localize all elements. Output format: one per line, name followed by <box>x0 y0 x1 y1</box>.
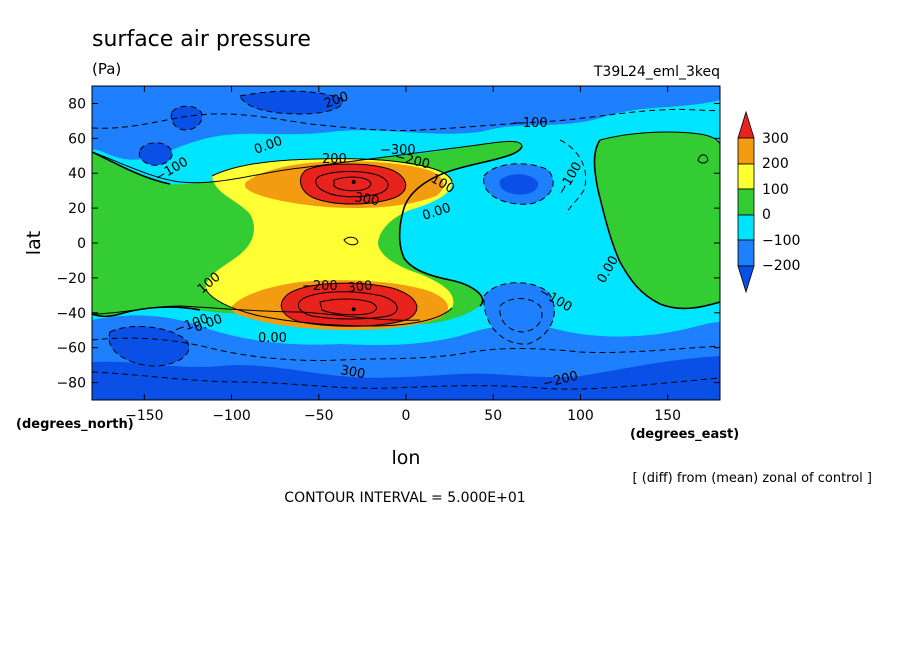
colorbar-label: 100 <box>762 182 789 198</box>
x-axis-label: lon <box>392 447 421 469</box>
north-polar-cell <box>171 106 203 131</box>
x-tick-label: 0 <box>402 408 411 424</box>
x-tick-label: −100 <box>212 408 250 424</box>
x-tick-label: −50 <box>304 408 334 424</box>
contour-label: 300 <box>339 363 366 382</box>
y-tick-label: 80 <box>68 96 86 112</box>
asia-low-inner <box>499 174 539 195</box>
colorbar-swatch <box>737 137 755 165</box>
y-tick-label: 40 <box>68 166 86 182</box>
y-tick-label: −80 <box>56 376 86 392</box>
y-tick-label: 60 <box>68 131 86 147</box>
colorbar-swatch <box>737 214 755 241</box>
y-tick-label: 20 <box>68 201 86 217</box>
x-axis: −150 −100 −50 0 50 100 150 <box>125 86 681 424</box>
colorbar-label: 200 <box>762 156 789 172</box>
x-units: (degrees_east) <box>630 427 739 442</box>
colorbar: 300 200 100 0 −100 −200 <box>737 110 800 294</box>
contour-label: −300 <box>380 143 416 158</box>
contour-field <box>92 86 720 400</box>
colorbar-label: −200 <box>762 258 800 274</box>
chart-title: surface air pressure <box>92 27 311 52</box>
maximum-marker <box>351 179 356 184</box>
contour-label: 300 <box>347 278 373 296</box>
x-tick-label: 50 <box>484 408 502 424</box>
south-pacific-low <box>109 326 189 366</box>
asia-pacific-green <box>594 132 720 309</box>
colorbar-top-arrow <box>737 110 755 139</box>
y-tick-label: −40 <box>56 306 86 322</box>
y-tick-label: −20 <box>56 271 86 287</box>
colorbar-label: 300 <box>762 131 789 147</box>
south-indian-low <box>483 282 555 345</box>
x-tick-label: −150 <box>125 408 163 424</box>
contour-label: 200 <box>322 152 347 167</box>
colorbar-label: 0 <box>762 207 771 223</box>
north-atlantic-low <box>139 142 173 166</box>
colorbar-swatch <box>737 188 755 216</box>
contour-labels: 200 300 300 200 300 100 100 0.00 0.00 0.… <box>153 89 622 392</box>
contour-label: 300 <box>353 190 380 209</box>
colorbar-swatch <box>737 163 755 190</box>
contour-label: −200 <box>302 279 338 294</box>
x-tick-label: 150 <box>654 408 681 424</box>
y-axis-label: lat <box>23 231 45 255</box>
units-label: (Pa) <box>92 60 121 78</box>
contour-interval: CONTOUR INTERVAL = 5.000E+01 <box>284 490 525 506</box>
contour-label: 0.00 <box>258 331 287 346</box>
colorbar-bottom-arrow <box>737 265 755 294</box>
y-units: (degrees_north) <box>16 417 134 432</box>
contour-label: −100 <box>512 116 548 131</box>
diff-note: [ (diff) from (mean) zonal of control ] <box>633 471 872 486</box>
north-polar-deep <box>240 91 343 114</box>
y-tick-label: −60 <box>56 341 86 357</box>
colorbar-label: −100 <box>762 233 800 249</box>
colorbar-swatch <box>737 239 755 267</box>
run-label: T39L24_eml_3keq <box>593 64 720 80</box>
maximum-marker <box>351 307 356 312</box>
x-tick-label: 100 <box>567 408 594 424</box>
y-tick-label: 0 <box>77 236 86 252</box>
